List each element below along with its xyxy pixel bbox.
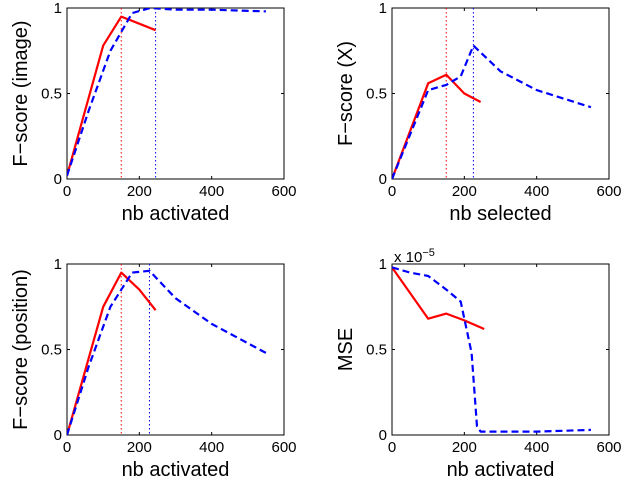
chart-panel-3: 0 200 400 600 0 0.5 1 nb activated F−score (posi…: [10, 256, 297, 481]
x-axis-label: nb selected: [449, 203, 551, 225]
y-tick-label: 1: [54, 0, 62, 17]
x-tick-label: 600: [271, 439, 296, 456]
y-tick-label: 0.5: [41, 342, 62, 359]
series-line-blue-dashed: [392, 266, 591, 433]
axes-box: [66, 263, 285, 436]
x-axis-label: nb activated: [122, 459, 230, 481]
x-tick-label: 600: [271, 183, 296, 200]
series-line-blue-dashed: [392, 44, 592, 179]
y-tick-label: 1: [379, 0, 387, 17]
y-axis-label: F−score (position): [10, 269, 32, 430]
series-line-red-solid: [392, 73, 482, 179]
y-tick-label: 0.5: [366, 86, 387, 103]
y-tick-label: 0: [54, 171, 62, 188]
series-line-red-solid: [67, 271, 157, 435]
x-tick-label: 200: [127, 439, 152, 456]
plot-area: [67, 264, 267, 435]
axes-box: [66, 7, 285, 180]
chart-panel-4: 0 200 400 600 0 0.5 1 x 10−5 nb activated MSE: [335, 247, 622, 481]
plot-area: [392, 8, 592, 179]
y-axis-label: MSE: [335, 328, 357, 371]
y-tick-label: 0.5: [41, 86, 62, 103]
x-tick-label: 200: [127, 183, 152, 200]
y-axis-label: F−score (X): [335, 41, 357, 146]
series-line-blue-dashed: [67, 8, 266, 176]
x-tick-label: 400: [524, 439, 549, 456]
y-tick-label: 0: [379, 171, 387, 188]
y-exponent-label: x 10−5: [394, 247, 435, 266]
x-tick-label: 0: [388, 183, 396, 200]
x-tick-label: 200: [452, 183, 477, 200]
chart-panel-1: 0 200 400 600 0 0.5 1 nb activated F−score (imag…: [10, 0, 297, 225]
x-tick-label: 400: [199, 439, 224, 456]
y-tick-label: 0: [379, 427, 387, 444]
x-tick-label: 0: [388, 439, 396, 456]
y-tick-label: 1: [379, 256, 387, 273]
plot-area: [67, 8, 266, 179]
x-tick-label: 0: [63, 439, 71, 456]
x-tick-label: 600: [596, 439, 621, 456]
x-axis-label: nb activated: [122, 203, 230, 225]
y-tick-label: 0: [54, 427, 62, 444]
chart-panel-2: 0 200 400 600 0 0.5 1 nb selected F−score (X): [335, 0, 622, 225]
y-axis-label: F−score (image): [10, 20, 32, 166]
axes-box: [391, 263, 610, 436]
plot-area: [392, 266, 591, 433]
x-tick-label: 400: [524, 183, 549, 200]
y-tick-label: 0.5: [366, 342, 387, 359]
series-line-red-solid: [67, 15, 157, 176]
series-line-red-solid: [392, 266, 485, 331]
y-tick-label: 1: [54, 256, 62, 273]
series-line-blue-dashed: [67, 269, 267, 435]
x-tick-label: 0: [63, 183, 71, 200]
x-tick-label: 600: [596, 183, 621, 200]
x-tick-label: 200: [452, 439, 477, 456]
x-axis-label: nb activated: [447, 459, 555, 481]
x-tick-label: 400: [199, 183, 224, 200]
y-exponent-power: −5: [422, 247, 435, 259]
